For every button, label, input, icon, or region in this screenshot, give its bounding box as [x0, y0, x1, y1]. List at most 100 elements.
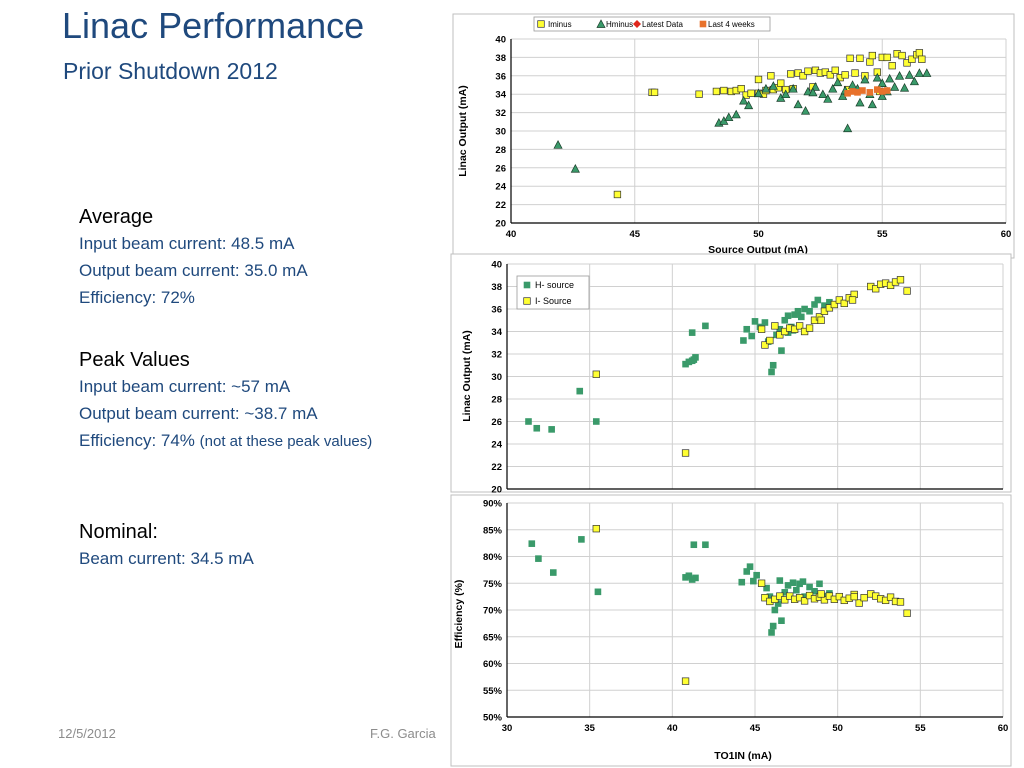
data-point — [848, 296, 857, 304]
data-point — [681, 449, 690, 457]
data-point — [804, 67, 812, 75]
data-point — [528, 540, 536, 547]
data-point — [866, 89, 874, 96]
data-point — [774, 600, 782, 607]
data-point — [803, 86, 813, 96]
data-point — [867, 99, 877, 109]
data-point — [808, 87, 818, 97]
data-point — [835, 592, 843, 601]
data-point — [817, 316, 825, 324]
data-point — [922, 68, 932, 77]
y-tick-label: 26 — [491, 417, 502, 428]
data-point — [866, 58, 874, 66]
y-tick-label: 65% — [483, 632, 503, 643]
average-input-current: Input beam current: 48.5 mA — [79, 234, 295, 253]
data-point — [789, 579, 797, 587]
data-point — [748, 332, 755, 340]
data-point — [688, 576, 696, 583]
y-tick-label: 50% — [483, 713, 503, 724]
data-point — [743, 568, 751, 575]
y-tick-label: 30 — [495, 127, 506, 138]
data-point — [855, 97, 865, 107]
x-tick-label: 55 — [877, 229, 888, 240]
data-point — [800, 597, 809, 605]
y-tick-label: 20 — [491, 485, 502, 496]
series-last-4-weeks — [844, 86, 891, 97]
data-point — [787, 70, 795, 78]
data-point — [771, 606, 779, 614]
data-point — [797, 313, 805, 321]
chart-1: 20 22 24 26 28 30 32 34 36 38 40 40 45 50 55 60 Source O… — [452, 13, 1015, 259]
data-point — [855, 599, 863, 607]
x-tick-label: 60 — [998, 723, 1009, 734]
data-point — [578, 536, 585, 543]
data-point — [784, 312, 792, 320]
data-point — [535, 555, 542, 562]
y-tick-label: 36 — [491, 305, 502, 316]
data-point — [806, 583, 813, 591]
slide-title: Linac Performance — [62, 5, 365, 46]
data-point — [793, 99, 803, 109]
data-point — [702, 322, 709, 330]
chart-3: 50% 55% 60% 65% 70% 75% 80% 85% 90% 30 35 40 45 50 55 6… — [450, 494, 1012, 767]
data-point — [816, 580, 823, 588]
data-point — [776, 592, 784, 600]
y-tick-label: 40 — [495, 35, 506, 46]
data-point — [739, 95, 749, 105]
legend-label: I- Source — [535, 296, 572, 306]
data-point — [761, 83, 771, 93]
average-output-current: Output beam current: 35.0 mA — [79, 261, 308, 280]
data-point — [533, 424, 541, 432]
average-heading: Average — [79, 206, 154, 228]
legend-label: Last 4 weeks — [708, 20, 755, 29]
y-tick-label: 90% — [483, 499, 503, 510]
y-axis-label: Linac Output (mA) — [461, 330, 473, 422]
y-tick-label: 28 — [495, 145, 506, 156]
y-tick-label: 24 — [491, 440, 502, 451]
data-point — [826, 71, 834, 79]
x-tick-label: 40 — [667, 723, 678, 734]
data-point — [818, 89, 828, 99]
data-point — [761, 594, 769, 602]
data-point — [761, 341, 769, 349]
y-tick-label: 55% — [483, 686, 503, 697]
data-point — [885, 73, 895, 83]
x-tick-label: 55 — [915, 723, 926, 734]
data-point — [695, 90, 703, 98]
data-point — [830, 300, 839, 309]
data-point — [888, 62, 896, 70]
data-point — [810, 82, 821, 91]
data-point — [854, 89, 861, 96]
data-point — [682, 574, 689, 581]
y-tick-label: 70% — [483, 606, 503, 617]
data-point — [738, 578, 746, 586]
legend: Iminus Hminus Latest Data Last 4 weeks — [533, 16, 771, 32]
data-point — [877, 78, 887, 88]
nominal-block: Nominal: Beam current: 34.5 mA — [79, 519, 254, 572]
x-axis-label: TO1IN (mA) — [714, 750, 772, 762]
y-tick-label: 40 — [491, 260, 502, 271]
y-tick-label: 24 — [495, 182, 506, 193]
data-point — [868, 51, 876, 60]
data-point — [553, 140, 563, 149]
data-point — [898, 51, 906, 60]
data-point — [778, 347, 785, 354]
data-point — [747, 89, 755, 97]
data-point — [795, 322, 804, 330]
nominal-beam-current: Beam current: 34.5 mA — [79, 549, 254, 568]
data-point — [826, 298, 833, 306]
y-tick-label: 38 — [495, 53, 506, 64]
y-axis-label: Linac Output (mA) — [457, 85, 469, 177]
data-point — [915, 49, 924, 57]
data-point — [877, 91, 887, 100]
legend-label: Latest Data — [642, 20, 683, 29]
data-point — [903, 59, 911, 67]
data-point — [724, 112, 734, 122]
data-point — [576, 387, 584, 395]
y-tick-label: 28 — [491, 395, 502, 406]
data-point — [702, 541, 709, 549]
data-point — [860, 594, 868, 602]
data-point — [685, 358, 693, 366]
data-point — [743, 325, 751, 333]
data-point — [899, 83, 910, 92]
